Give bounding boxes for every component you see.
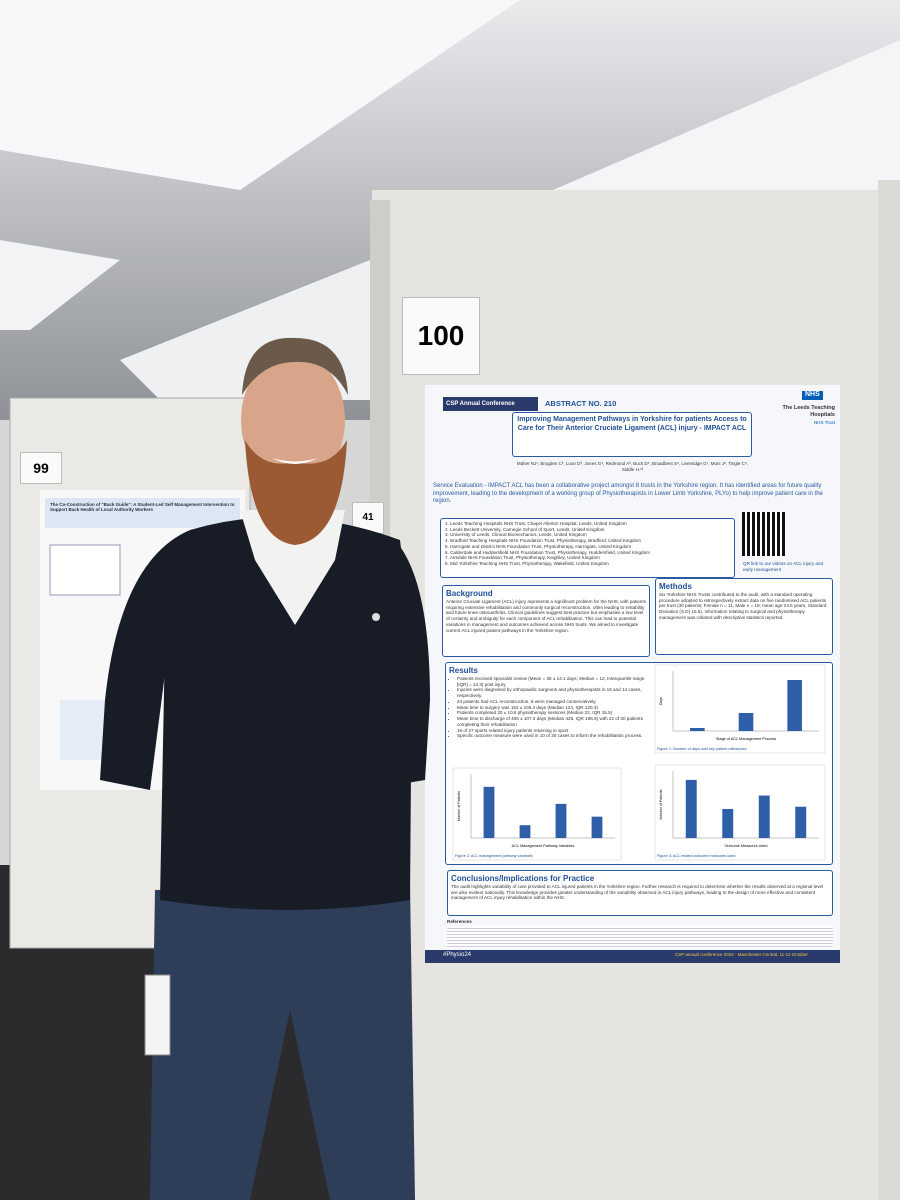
bar bbox=[591, 816, 603, 838]
right-board bbox=[878, 180, 900, 1200]
nhs-logo: NHS bbox=[802, 391, 823, 400]
result-item: Mean time to surgery was 152 ± 106.4 day… bbox=[457, 705, 652, 711]
affiliation: 7. Airedale NHS Foundation Trust, Physio… bbox=[445, 555, 600, 561]
t-shirt bbox=[240, 510, 345, 625]
section-text: The audit highlights variability of care… bbox=[451, 884, 824, 901]
service-evaluation: Service Evaluation - IMPACT ACL has been… bbox=[433, 483, 823, 504]
board-number: 99 bbox=[20, 452, 62, 484]
affiliation: 6. Calderdale and Huddersfield NHS Found… bbox=[445, 549, 650, 555]
section-heading: Background bbox=[446, 589, 493, 598]
logo bbox=[372, 613, 380, 621]
section-text: Anterior Cruciate Ligament (ACL) injury … bbox=[446, 599, 646, 633]
bar bbox=[758, 795, 770, 838]
bar bbox=[738, 713, 754, 731]
skylight bbox=[0, 0, 520, 190]
affiliations: 1. Leeds Teaching Hospitals NHS Trust, C… bbox=[440, 518, 735, 578]
affiliation: 4. Bradford Teaching Hospitals NHS Found… bbox=[445, 538, 641, 544]
result-item: Mean time to discharge of 406 ± 107.3 da… bbox=[457, 716, 652, 727]
bar bbox=[483, 786, 495, 838]
left-arm bbox=[100, 530, 190, 790]
board-number: 100 bbox=[402, 297, 480, 375]
abstract-number: ABSTRACT NO. 210 bbox=[545, 399, 617, 408]
affiliation: 5. Harrogate and District NHS Foundation… bbox=[445, 543, 632, 549]
authors: Maher NJ¹, Brogden C², Luon D³, Jones G⁴… bbox=[516, 461, 749, 472]
poster-title: Improving Management Pathways in Yorkshi… bbox=[512, 412, 752, 457]
trust-sub: NHS Trust bbox=[813, 420, 835, 425]
footer-text: CSP annual conference 2024 - Manchester … bbox=[675, 952, 808, 957]
y-axis-label: Number of Patients bbox=[457, 791, 461, 821]
figure-caption: Figure 3: ACL related outcome measures u… bbox=[657, 854, 735, 858]
bar bbox=[519, 825, 531, 838]
beard bbox=[245, 440, 347, 545]
affiliation: 8. Mid Yorkshire Teaching NHS Trust, Phy… bbox=[445, 561, 609, 567]
left-poster-header bbox=[45, 498, 240, 528]
hair bbox=[242, 337, 348, 395]
name-badge bbox=[144, 974, 171, 1056]
conference-badge: CSP Annual Conference bbox=[443, 397, 538, 411]
left-poster-title: The Co-Construction of "Back Guide": A S… bbox=[50, 502, 235, 512]
conclusions-box: Conclusions/Implications for Practice Th… bbox=[447, 870, 833, 916]
skylight bbox=[0, 240, 120, 330]
bar bbox=[787, 680, 802, 731]
result-item: Patients received specialist review (Mea… bbox=[457, 676, 652, 687]
x-axis-label: Stage of ACL Management Process bbox=[716, 737, 776, 741]
trousers bbox=[150, 885, 415, 1200]
references-heading: References bbox=[447, 919, 472, 924]
poster: CSP Annual Conference ABSTRACT NO. 210 N… bbox=[425, 385, 840, 963]
bar bbox=[685, 779, 697, 838]
bar bbox=[722, 808, 734, 838]
result-item: Injuries were diagnosed by orthopaedic s… bbox=[457, 687, 652, 698]
affiliation: 2. Leeds Beckett University, Carnegie Sc… bbox=[445, 526, 605, 532]
right-arm bbox=[392, 540, 430, 785]
section-heading: Conclusions/Implications for Practice bbox=[451, 874, 595, 883]
section-text: Six Yorkshire NHS Trusts contributed to … bbox=[659, 592, 827, 620]
left-poster-chart bbox=[49, 544, 121, 596]
face bbox=[241, 352, 345, 488]
figure-caption: Figure 2: ACL management pathway variabl… bbox=[455, 854, 533, 858]
figure-frame bbox=[452, 767, 622, 861]
skylight bbox=[530, 40, 900, 205]
y-axis-label: Days bbox=[659, 697, 663, 705]
smile bbox=[272, 458, 318, 464]
background-box: Background Anterior Cruciate Ligament (A… bbox=[442, 585, 650, 657]
cardigan bbox=[160, 517, 412, 910]
footer-band bbox=[425, 950, 840, 963]
affiliation: 3. University of Leeds, Clinical Biomech… bbox=[445, 532, 587, 538]
bar bbox=[555, 803, 567, 838]
result-item: Specific outcome measure were used in 10… bbox=[457, 733, 652, 739]
x-axis-label: ACL Management Pathway Variables bbox=[512, 844, 575, 848]
bar bbox=[795, 806, 807, 838]
affiliation: 1. Leeds Teaching Hospitals NHS Trust, C… bbox=[445, 521, 627, 526]
section-heading: Methods bbox=[659, 582, 692, 591]
bar bbox=[690, 728, 705, 731]
result-item: Patients completed 20 ± 10.6 physiothera… bbox=[457, 710, 652, 716]
result-item: 24 patients had ACL reconstruction, 6 we… bbox=[457, 699, 652, 705]
figure-caption: Figure 1: Number of days until key patie… bbox=[657, 747, 747, 751]
qr-note: QR link to our videos on ACL injury and … bbox=[743, 561, 824, 572]
y-axis-label: Number of Patients bbox=[659, 789, 663, 819]
references bbox=[447, 926, 833, 948]
section-heading: Results bbox=[449, 666, 478, 675]
figures: Days Stage of ACL Management Process Figur… bbox=[452, 664, 826, 861]
trust-name: The Leeds Teaching Hospitals bbox=[782, 405, 835, 418]
methods-box: Methods Six Yorkshire NHS Trusts contrib… bbox=[655, 578, 833, 655]
hashtag: #Physio24 bbox=[443, 952, 472, 958]
qr-code bbox=[742, 512, 786, 556]
result-item: 16 of 27 sports related injury patients … bbox=[457, 728, 652, 734]
x-axis-label: Outcome Measures Used bbox=[724, 844, 767, 848]
